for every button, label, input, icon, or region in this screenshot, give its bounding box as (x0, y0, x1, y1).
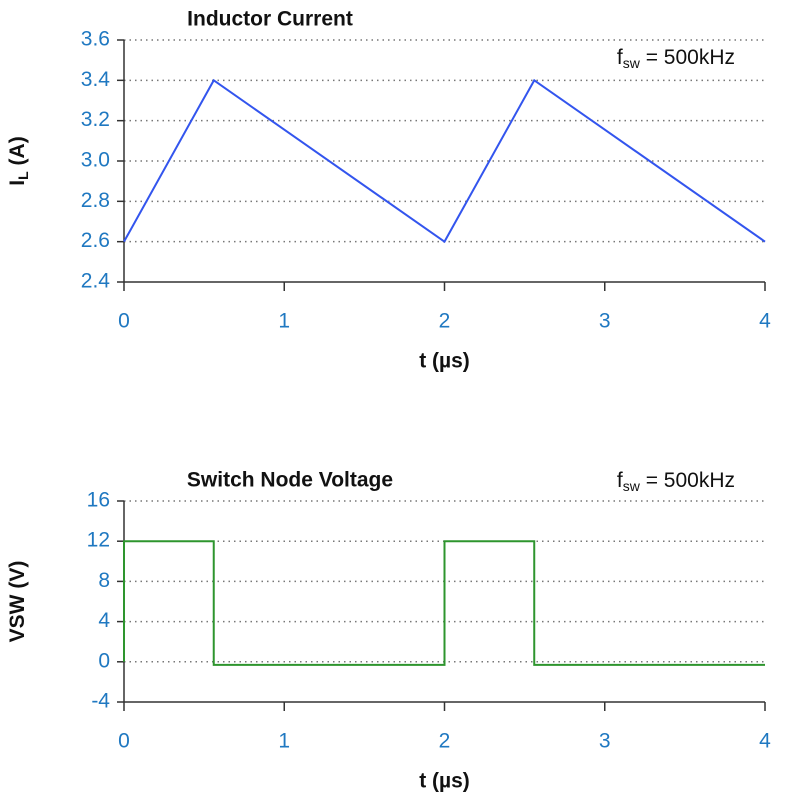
y-tick-label: 2.4 (81, 270, 111, 293)
x-tick-label: 0 (118, 730, 130, 753)
y-tick-label: 8 (98, 569, 110, 592)
y-tick-label: -4 (91, 690, 110, 713)
y-tick-label: 3.0 (81, 149, 110, 172)
annotation-sub: sw (623, 478, 641, 494)
chart-title: Switch Node Voltage (187, 469, 393, 492)
x-axis-label: t (µs) (419, 770, 470, 793)
x-tick-label: 4 (759, 730, 771, 753)
x-tick-label: 1 (278, 310, 290, 333)
x-tick-label: 2 (439, 730, 451, 753)
y-axis-label-main: VSW (V) (6, 561, 29, 643)
y-tick-label: 2.6 (81, 229, 110, 252)
y-axis-label-main: I (6, 180, 29, 186)
y-tick-label: 0 (98, 649, 110, 672)
x-tick-label: 3 (599, 310, 611, 333)
annotation-main: f (617, 469, 623, 492)
y-tick-label: 3.2 (81, 108, 110, 131)
y-axis-label: VSW (V) (6, 561, 29, 643)
annotation: fsw = 500kHz (617, 469, 735, 494)
x-axis-label: t (µs) (419, 350, 470, 373)
annotation: fsw = 500kHz (617, 46, 735, 71)
y-tick-label: 2.8 (81, 189, 110, 212)
annotation-sub: sw (623, 55, 641, 71)
y-axis-label-sub: L (15, 171, 31, 180)
annotation-rest: = 500kHz (640, 469, 735, 492)
x-tick-label: 0 (118, 310, 130, 333)
y-tick-label: 3.4 (81, 68, 111, 91)
y-tick-label: 12 (87, 529, 110, 552)
data-line (123, 540, 765, 666)
x-tick-label: 2 (439, 310, 451, 333)
x-tick-label: 4 (759, 310, 771, 333)
y-tick-label: 4 (98, 609, 110, 632)
y-tick-label: 16 (87, 489, 110, 512)
annotation-main: f (617, 46, 623, 69)
x-tick-label: 3 (599, 730, 611, 753)
y-tick-label: 3.6 (81, 28, 110, 51)
y-axis-label-rest: (A) (6, 136, 29, 171)
data-line (123, 78, 766, 244)
chart-title: Inductor Current (187, 8, 353, 31)
annotation-rest: = 500kHz (640, 46, 735, 69)
x-tick-label: 1 (278, 730, 290, 753)
subplot: 2.4 2.6 2.8 3.0 3.2 3.4 3.6 0 1 2 3 4 Inductor Curre… (6, 8, 772, 373)
y-axis-label: IL (A) (6, 136, 31, 185)
